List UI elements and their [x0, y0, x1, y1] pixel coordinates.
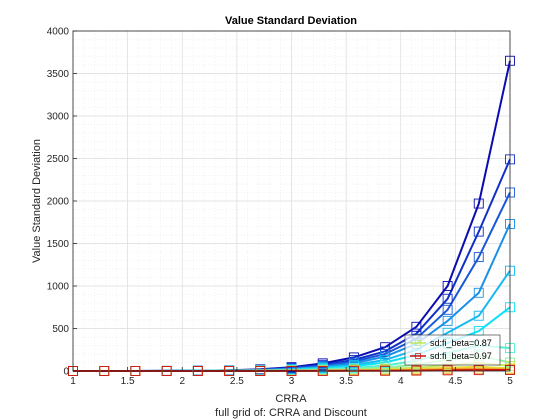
- data-point-0-11: [411, 321, 422, 332]
- data-point-2-13: [473, 252, 484, 263]
- y-tick-label: 3000: [47, 112, 70, 123]
- x-axis-ticks: 1 1.5 2 2.5 3 3.5 4 4.5 5: [70, 367, 513, 387]
- y-tick-label: 2500: [47, 154, 70, 165]
- x-tick-label: 2.5: [230, 376, 244, 387]
- y-tick-label: 4000: [47, 27, 70, 38]
- data-point-1-12: [442, 293, 453, 304]
- legend-swatch-marker: [415, 340, 421, 346]
- x-axis-label: CRRA: [275, 393, 307, 405]
- y-tick-label: 2000: [47, 197, 70, 208]
- grid-lines: [72, 30, 511, 372]
- data-point-0-12: [442, 281, 453, 291]
- x-tick-label: 4.5: [448, 376, 462, 387]
- y-tick-label: 1500: [47, 239, 70, 250]
- chart-caption: full grid of: CRRA and Discount: [215, 407, 367, 419]
- data-point-11-13: [473, 365, 484, 376]
- legend: sd:fi_beta=0.87 sd:fi_beta=0.97: [404, 334, 501, 366]
- legend-entry-label: sd:fi_beta=0.87: [430, 338, 492, 348]
- x-tick-label: 2: [179, 376, 185, 387]
- y-axis-ticks: 0 500 1000 1500 2000 2500 3000 3500 4000: [47, 27, 77, 378]
- x-tick-label: 5: [507, 376, 513, 387]
- x-tick-label: 4: [398, 376, 404, 387]
- x-tick-label: 1.5: [121, 376, 135, 387]
- y-axis-label: Value Standard Deviation: [31, 139, 43, 263]
- legend-box: [404, 334, 501, 366]
- chart-title: Value Standard Deviation: [225, 15, 357, 27]
- y-tick-label: 500: [52, 324, 69, 335]
- data-point-1-13: [473, 226, 484, 237]
- data-point-11-12: [442, 365, 453, 376]
- x-tick-label: 1: [70, 376, 76, 387]
- y-tick-label: 1000: [47, 282, 70, 293]
- data-point-4-13: [473, 310, 484, 321]
- data-point-3-12: [442, 315, 453, 326]
- legend-entry-label: sd:fi_beta=0.97: [430, 351, 492, 361]
- data-point-11-11: [411, 365, 422, 376]
- data-point-0-13: [473, 198, 484, 209]
- data-point-3-13: [473, 287, 484, 298]
- y-tick-label: 0: [63, 367, 69, 378]
- y-tick-label: 3500: [47, 69, 70, 80]
- legend-swatch-marker: [415, 353, 421, 359]
- data-point-2-12: [442, 304, 453, 315]
- x-tick-label: 3: [289, 376, 295, 387]
- x-tick-label: 3.5: [339, 376, 353, 387]
